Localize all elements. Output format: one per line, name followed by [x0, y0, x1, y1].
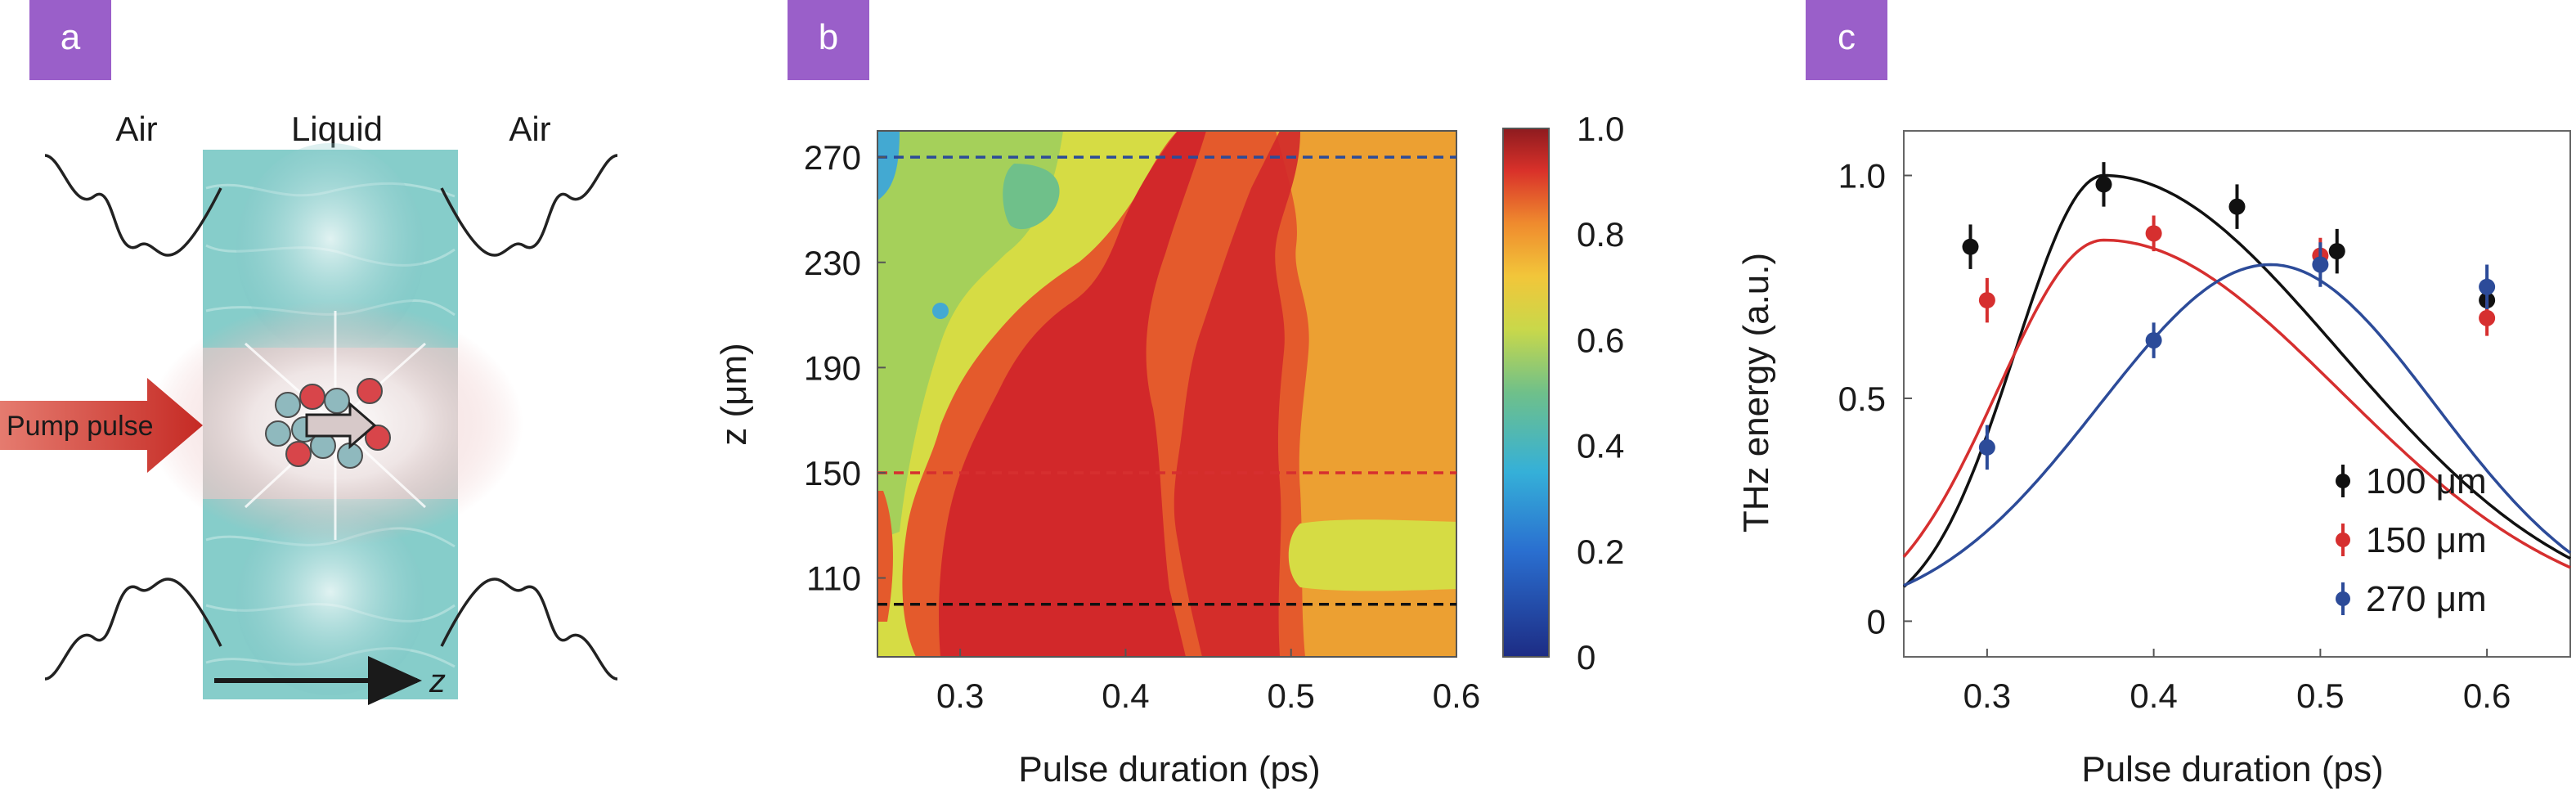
z-axis-label: z: [429, 663, 446, 699]
heatmap-level-0.55: [877, 131, 1063, 540]
panel-b-tag: [788, 0, 869, 80]
heatmap-level-0.45-patch: [1003, 164, 1060, 230]
heatmap-plot: [877, 131, 1456, 657]
heatmap-x-label: Pulse duration (ps): [1018, 749, 1320, 789]
fit-curves: [1902, 173, 2572, 588]
scatter-x-tick-label: 0.6: [2463, 676, 2511, 715]
pump-pulse-arrow: [0, 378, 203, 473]
fit-curve-150-μm: [1902, 238, 2571, 569]
scatter-legend: 100 μm 150 μm 270 μm: [2336, 461, 2487, 619]
lower-lobe: [236, 507, 424, 695]
heatmap-level-0.95-b: [1174, 131, 1300, 657]
data-point: [2479, 278, 2496, 295]
colorbar-tick-label: 0.8: [1577, 215, 1624, 254]
heatmap-x-tick-label: 0.3: [936, 676, 984, 715]
colorbar-ticks: 0 0.2 0.4 0.6 0.8 1.0: [1577, 110, 1624, 676]
colorbar-tick-label: 0: [1577, 638, 1595, 676]
panel-b: b 0.3 0.4 0.5 0.6 110 150 190 230 270 Pulse dur…: [714, 0, 1624, 789]
scatter-y-tick-label: 1.0: [1838, 156, 1886, 195]
heatmap-y-tick-label: 190: [804, 348, 861, 387]
colorbar-tick-label: 0.2: [1577, 533, 1624, 571]
data-point: [2145, 225, 2162, 242]
air-left-label: Air: [115, 110, 157, 148]
panel-c-tag: [1806, 0, 1887, 80]
heatmap-level-0.95: [939, 131, 1206, 657]
heatmap-level-0.7-band: [1288, 519, 1456, 591]
scatter-y-tick-label: 0: [1867, 602, 1886, 640]
data-point: [2479, 309, 2496, 326]
upper-lobe: [236, 143, 424, 356]
air-right-label: Air: [509, 110, 550, 148]
heatmap-y-label: z (μm): [714, 343, 754, 446]
data-point: [1962, 238, 1979, 255]
panel-c-label: c: [1838, 17, 1856, 57]
heatmap-level-0.3-corner: [877, 131, 900, 200]
dipole-arrow: [305, 401, 377, 450]
liquid-label: Liquid: [291, 110, 383, 148]
heatmap-level-0.85-edge: [877, 491, 893, 622]
panel-a: a Air Liquid Air: [0, 0, 618, 705]
data-point: [2228, 198, 2246, 215]
panel-b-label: b: [819, 17, 838, 57]
heatmap-x-tick-label: 0.4: [1102, 676, 1149, 715]
legend-label: 150 μm: [2366, 520, 2487, 560]
heatmap-y-tick-label: 230: [804, 244, 861, 282]
legend-marker: [2336, 591, 2350, 606]
molecule-cluster: [265, 378, 391, 469]
pump-pulse-label: Pump pulse: [7, 411, 154, 442]
thz-emission-waves: [44, 154, 618, 681]
scatter-y-label: THz energy (a.u.): [1736, 253, 1776, 533]
panel-a-label: a: [61, 17, 81, 57]
heatmap-frame: [877, 130, 1457, 658]
legend-marker: [2336, 474, 2350, 488]
colorbar-tick-label: 0.6: [1577, 321, 1624, 359]
scatter-y-tick-label: 0.5: [1838, 380, 1886, 418]
scatter-y-ticks: 0 0.5 1.0: [1838, 156, 1912, 640]
heatmap-level-0.3-spot: [932, 303, 949, 319]
scatter-x-tick-label: 0.5: [2296, 676, 2344, 715]
legend-label: 270 μm: [2366, 579, 2487, 619]
heatmap-y-tick-label: 110: [806, 560, 861, 598]
scatter-frame: [1903, 130, 2571, 658]
colorbar-tick-label: 1.0: [1577, 110, 1624, 148]
scatter-x-ticks: 0.3 0.4 0.5 0.6: [1963, 649, 2511, 715]
data-point: [1978, 438, 1995, 456]
heatmap-y-tick-label: 150: [804, 454, 861, 492]
heatmap-x-ticks: 0.3 0.4 0.5 0.6: [936, 649, 1480, 715]
data-point: [2095, 176, 2112, 193]
scatter-x-tick-label: 0.3: [1963, 676, 2011, 715]
reference-lines: [877, 155, 1456, 606]
data-point: [2328, 243, 2345, 260]
heatmap-x-tick-label: 0.6: [1433, 676, 1480, 715]
legend-marker: [2336, 533, 2350, 547]
panel-a-tag: [29, 0, 111, 80]
legend-label: 100 μm: [2366, 461, 2487, 501]
panel-c: c 0.3 0.4 0.5 0.6 0 0.5 1.0 100 μm 150 μm 270 μ…: [1736, 0, 2572, 789]
colorbar-tick-label: 0.4: [1577, 427, 1624, 465]
data-point: [1978, 292, 1995, 309]
data-point: [2145, 332, 2162, 349]
data-points: [1962, 162, 2496, 470]
data-point: [2312, 256, 2329, 273]
scatter-x-label: Pulse duration (ps): [2081, 749, 2383, 789]
fit-curve-270-μm: [1903, 263, 2572, 587]
colorbar: [1502, 128, 1550, 658]
heatmap-x-tick-label: 0.5: [1268, 676, 1315, 715]
heatmap-y-tick-label: 270: [804, 138, 861, 177]
scatter-x-tick-label: 0.4: [2129, 676, 2177, 715]
heatmap-y-ticks: 110 150 190 230 270: [804, 138, 886, 598]
